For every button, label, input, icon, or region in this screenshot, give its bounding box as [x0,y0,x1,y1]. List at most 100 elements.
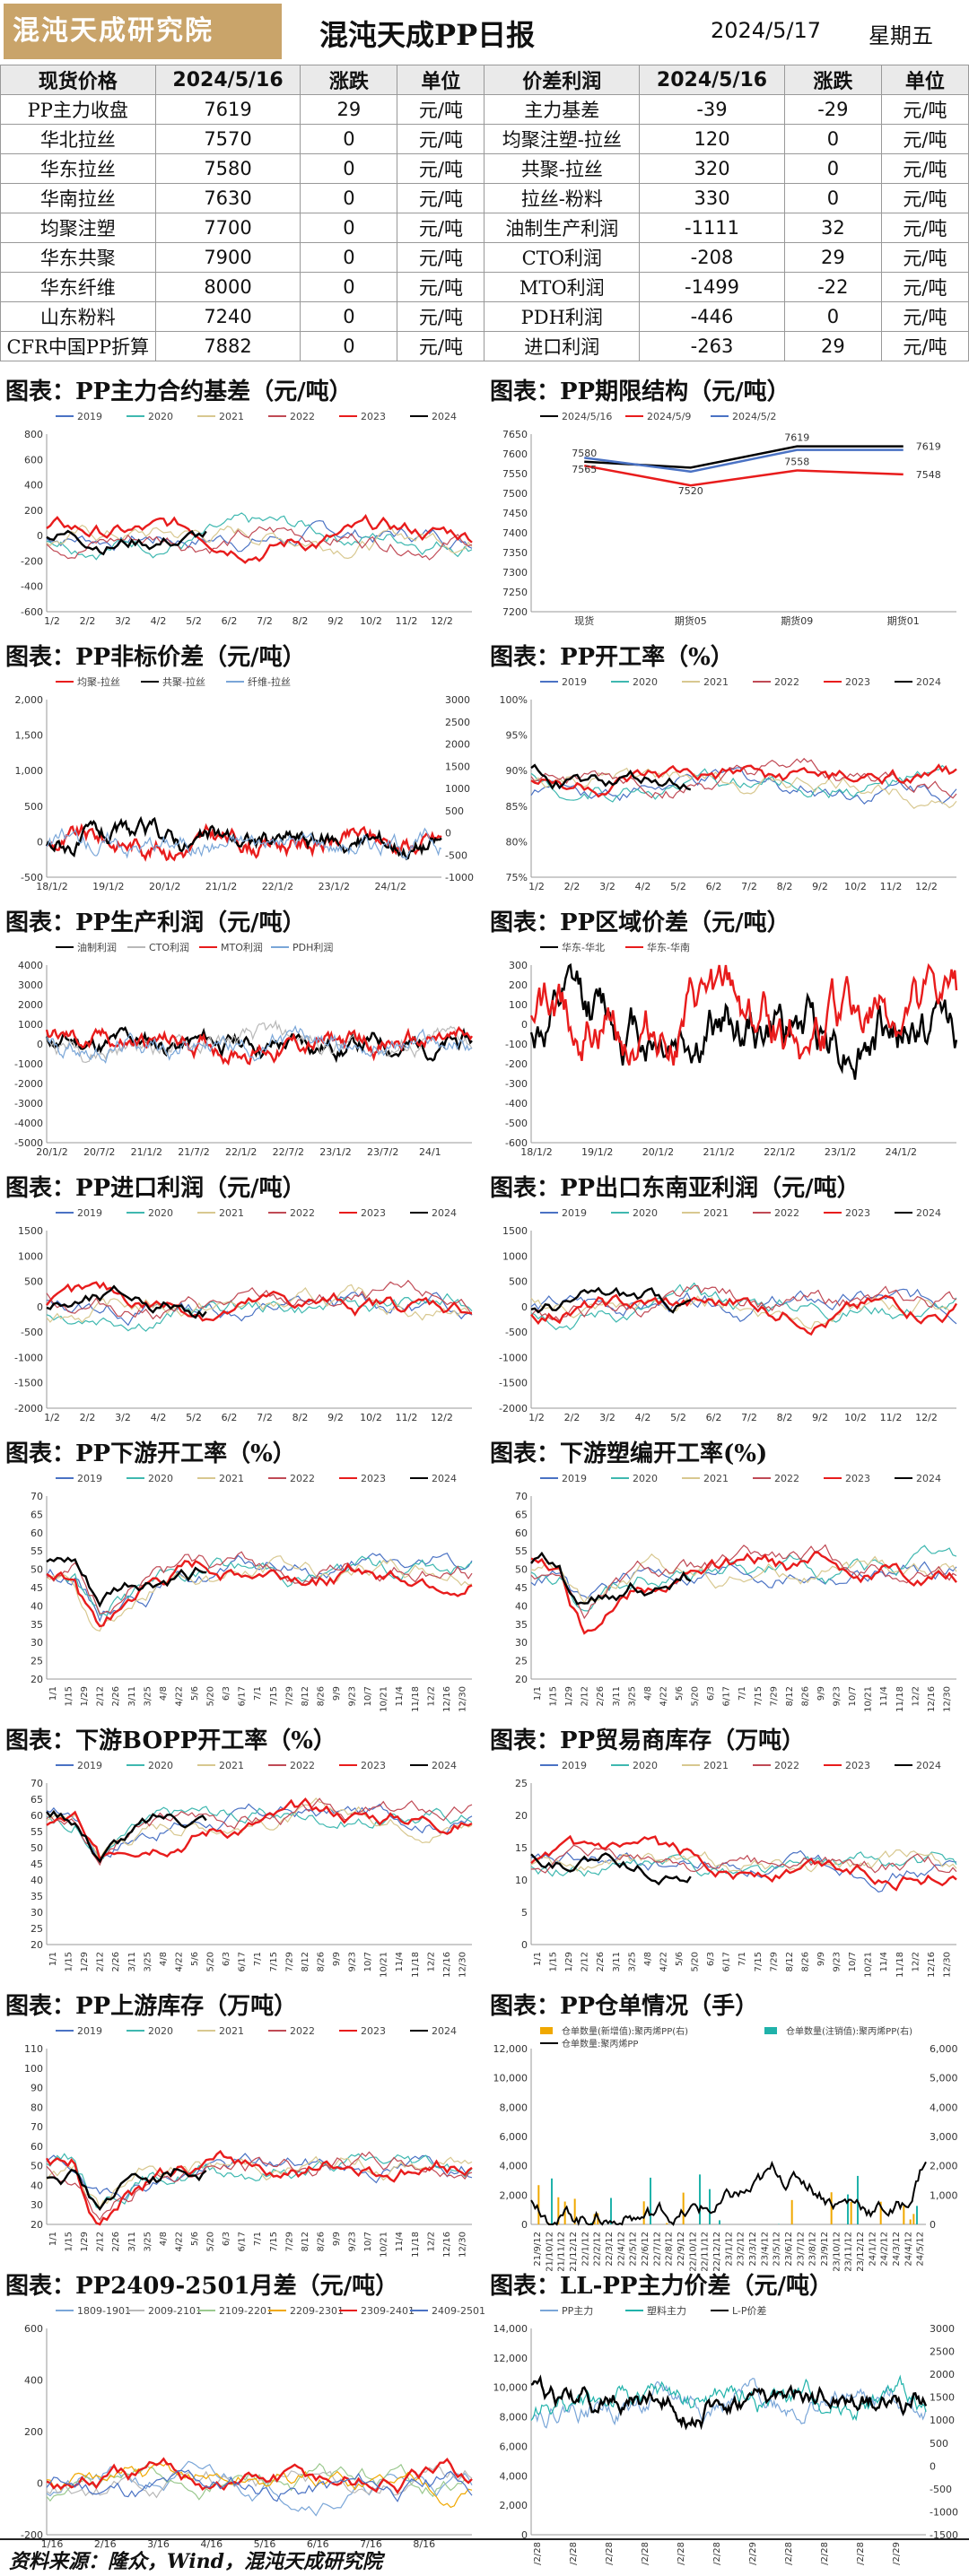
x-tick-label: 23/10/12 [832,2232,842,2271]
legend-entry: 2024 [410,1473,457,1484]
x-tick-label: 7/1 [738,1952,747,1966]
x-tick-label: 12/16 [442,1686,452,1712]
chart-title: 图表：PP仓单情况（手） [490,1993,759,2020]
legend-label: 2021 [703,1760,729,1771]
report-header: 混沌天成研究院 混沌天成PP日报 2024/5/17 星期五 [0,0,969,66]
x-tick-label: 6/3 [222,2232,231,2246]
y2-tick-label: 2,000 [930,2161,958,2172]
x-tick-label: 15/2/28 [569,2542,579,2565]
x-tick-label: 6/3 [222,1952,231,1966]
y-tick-label: -2000 [14,1078,43,1090]
x-tick-label: 11/18 [411,1952,421,1978]
x-tick-label: 21/1/2 [703,1146,734,1158]
y-tick-label: 0 [37,1301,43,1313]
legend-entry: 2020 [611,1760,658,1771]
y-tick-label: 7350 [502,547,528,559]
x-tick-label: 2/2 [564,1412,581,1423]
table-row: 华东拉丝 7580 0 元/吨 共聚-拉丝 320 0 元/吨 [0,153,969,184]
x-tick-label: 1/2 [44,1412,60,1423]
table-cell: 元/吨 [880,183,969,213]
x-tick-label: 1/15 [65,2232,74,2251]
legend-label: 2019 [562,1207,587,1219]
series-line-4 [46,1281,473,1322]
series-line-3 [46,1551,473,1614]
legend-entry: 2023 [339,2025,386,2037]
legend-label: 2021 [219,2025,244,2037]
legend-entry: 2019 [56,1207,102,1219]
legend-label: 2021 [703,1207,729,1219]
x-tick-label: 17/2/28 [641,2542,650,2565]
chart-svg-c10: 2019 2020 2021 2022 2023 2024 70 65 60 55 50 45 40 35… [515,1473,957,1712]
chart-panel-c7: 图表：PP进口利润（元/吨） 2019 2020 2021 2022 2023 2024 15… [0,1173,484,1439]
y-tick-label: 6,000 [500,2441,528,2452]
x-tick-label: 2/26 [596,1952,606,1971]
x-tick-label: 2/2 [80,615,96,627]
y-tick-label: 80% [506,836,528,848]
y-tick-label: 100% [500,694,528,706]
table-cell: 7630 [154,183,301,213]
x-tick-label: 9/9 [332,2232,342,2246]
y-tick-label: -4000 [14,1118,43,1129]
y2-tick-label: -500 [930,2484,952,2495]
x-tick-label: 6/2 [706,1412,722,1423]
table-cell: 元/吨 [880,94,969,125]
y-tick-label: 70 [31,1491,43,1502]
x-tick-label: 3/11 [127,1952,137,1971]
chart-title: 图表：PP上游库存（万吨） [5,1993,298,2020]
y-tick-label: -500 [505,1118,528,1129]
chart-svg-c6: 华东-华北 华东-华南 300 200 100 0 -100 -200 -300 -400 -500… [505,941,958,1158]
y-tick-label: 7500 [502,488,528,500]
table-row: 均聚注塑 7700 0 元/吨 油制生产利润 -1111 32 元/吨 [0,213,969,243]
data-label: 7580 [572,448,597,459]
x-tick-label: 11/2 [396,615,418,627]
series-line-1 [46,1555,473,1617]
table-cell: 7700 [154,213,301,243]
table-cell: 主力基差 [484,94,641,125]
series-line-5 [46,2168,207,2212]
table-cell: 7240 [154,301,301,332]
x-tick-label: 9/2 [812,1412,828,1423]
table-cell: -1499 [639,272,785,302]
x-tick-label: 3/25 [143,1952,153,1971]
y-tick-label: 8,000 [500,2102,528,2113]
legend-entry: 仓单数量:聚丙烯PP [540,2038,638,2049]
data-label: 7565 [572,464,597,475]
legend-label: 2020 [148,1760,173,1771]
y2-tick-label: 500 [930,2438,948,2450]
footer-divider [0,2538,969,2540]
x-tick-label: 7/15 [269,2232,279,2251]
legend-entry: 2019 [540,676,587,688]
legend-entry: 2019 [540,1760,587,1771]
x-tick-label: 10/21 [380,1686,389,1712]
x-tick-label: 7/1 [253,1952,263,1966]
bar [709,2189,711,2224]
legend-entry: 仓单数量(注销值):聚丙烯PP(右) [764,2025,912,2037]
y-tick-label: 600 [24,454,43,466]
y2-tick-label: 1000 [930,2415,955,2426]
legend-label: 2023 [845,1760,870,1771]
y2-tick-label: -1000 [930,2506,958,2518]
chart-panel-c5: 图表：PP生产利润（元/吨） 油制利润 CTO利润 MTO利润 PDH利润 4000 300… [0,908,484,1173]
series-line-1 [530,764,957,803]
x-tick-label: 7/15 [269,1952,279,1971]
x-tick-label: 9/9 [816,1952,826,1966]
legend-label: 2020 [633,1207,658,1219]
legend-label: 2024 [916,1473,941,1484]
x-tick-label: 10/7 [363,1952,373,1971]
x-tick-label: 23/11/12 [844,2232,854,2271]
x-tick-label: 22/1/2 [225,1146,257,1158]
chart-panel-c13: 图表：PP上游库存（万吨） 2019 2020 2021 2022 2023 2024 110… [0,1991,484,2271]
x-tick-label: 1/15 [549,1686,559,1706]
legend-label: 纤维-拉丝 [248,675,291,688]
x-tick-label: 5/6 [190,1686,200,1701]
legend-entry: 2022 [268,1207,315,1219]
y-tick-label: -1000 [14,1352,43,1363]
x-tick-label: 19/1/2 [92,881,124,892]
y-tick-label: 10 [515,1875,528,1886]
y-tick-label: 200 [24,2426,43,2438]
series-line-2 [584,448,904,474]
table-cell: MTO利润 [484,272,641,302]
series-line-5 [530,1852,692,1886]
legend-label: 2024 [916,1760,941,1771]
series-line-2 [46,827,442,861]
